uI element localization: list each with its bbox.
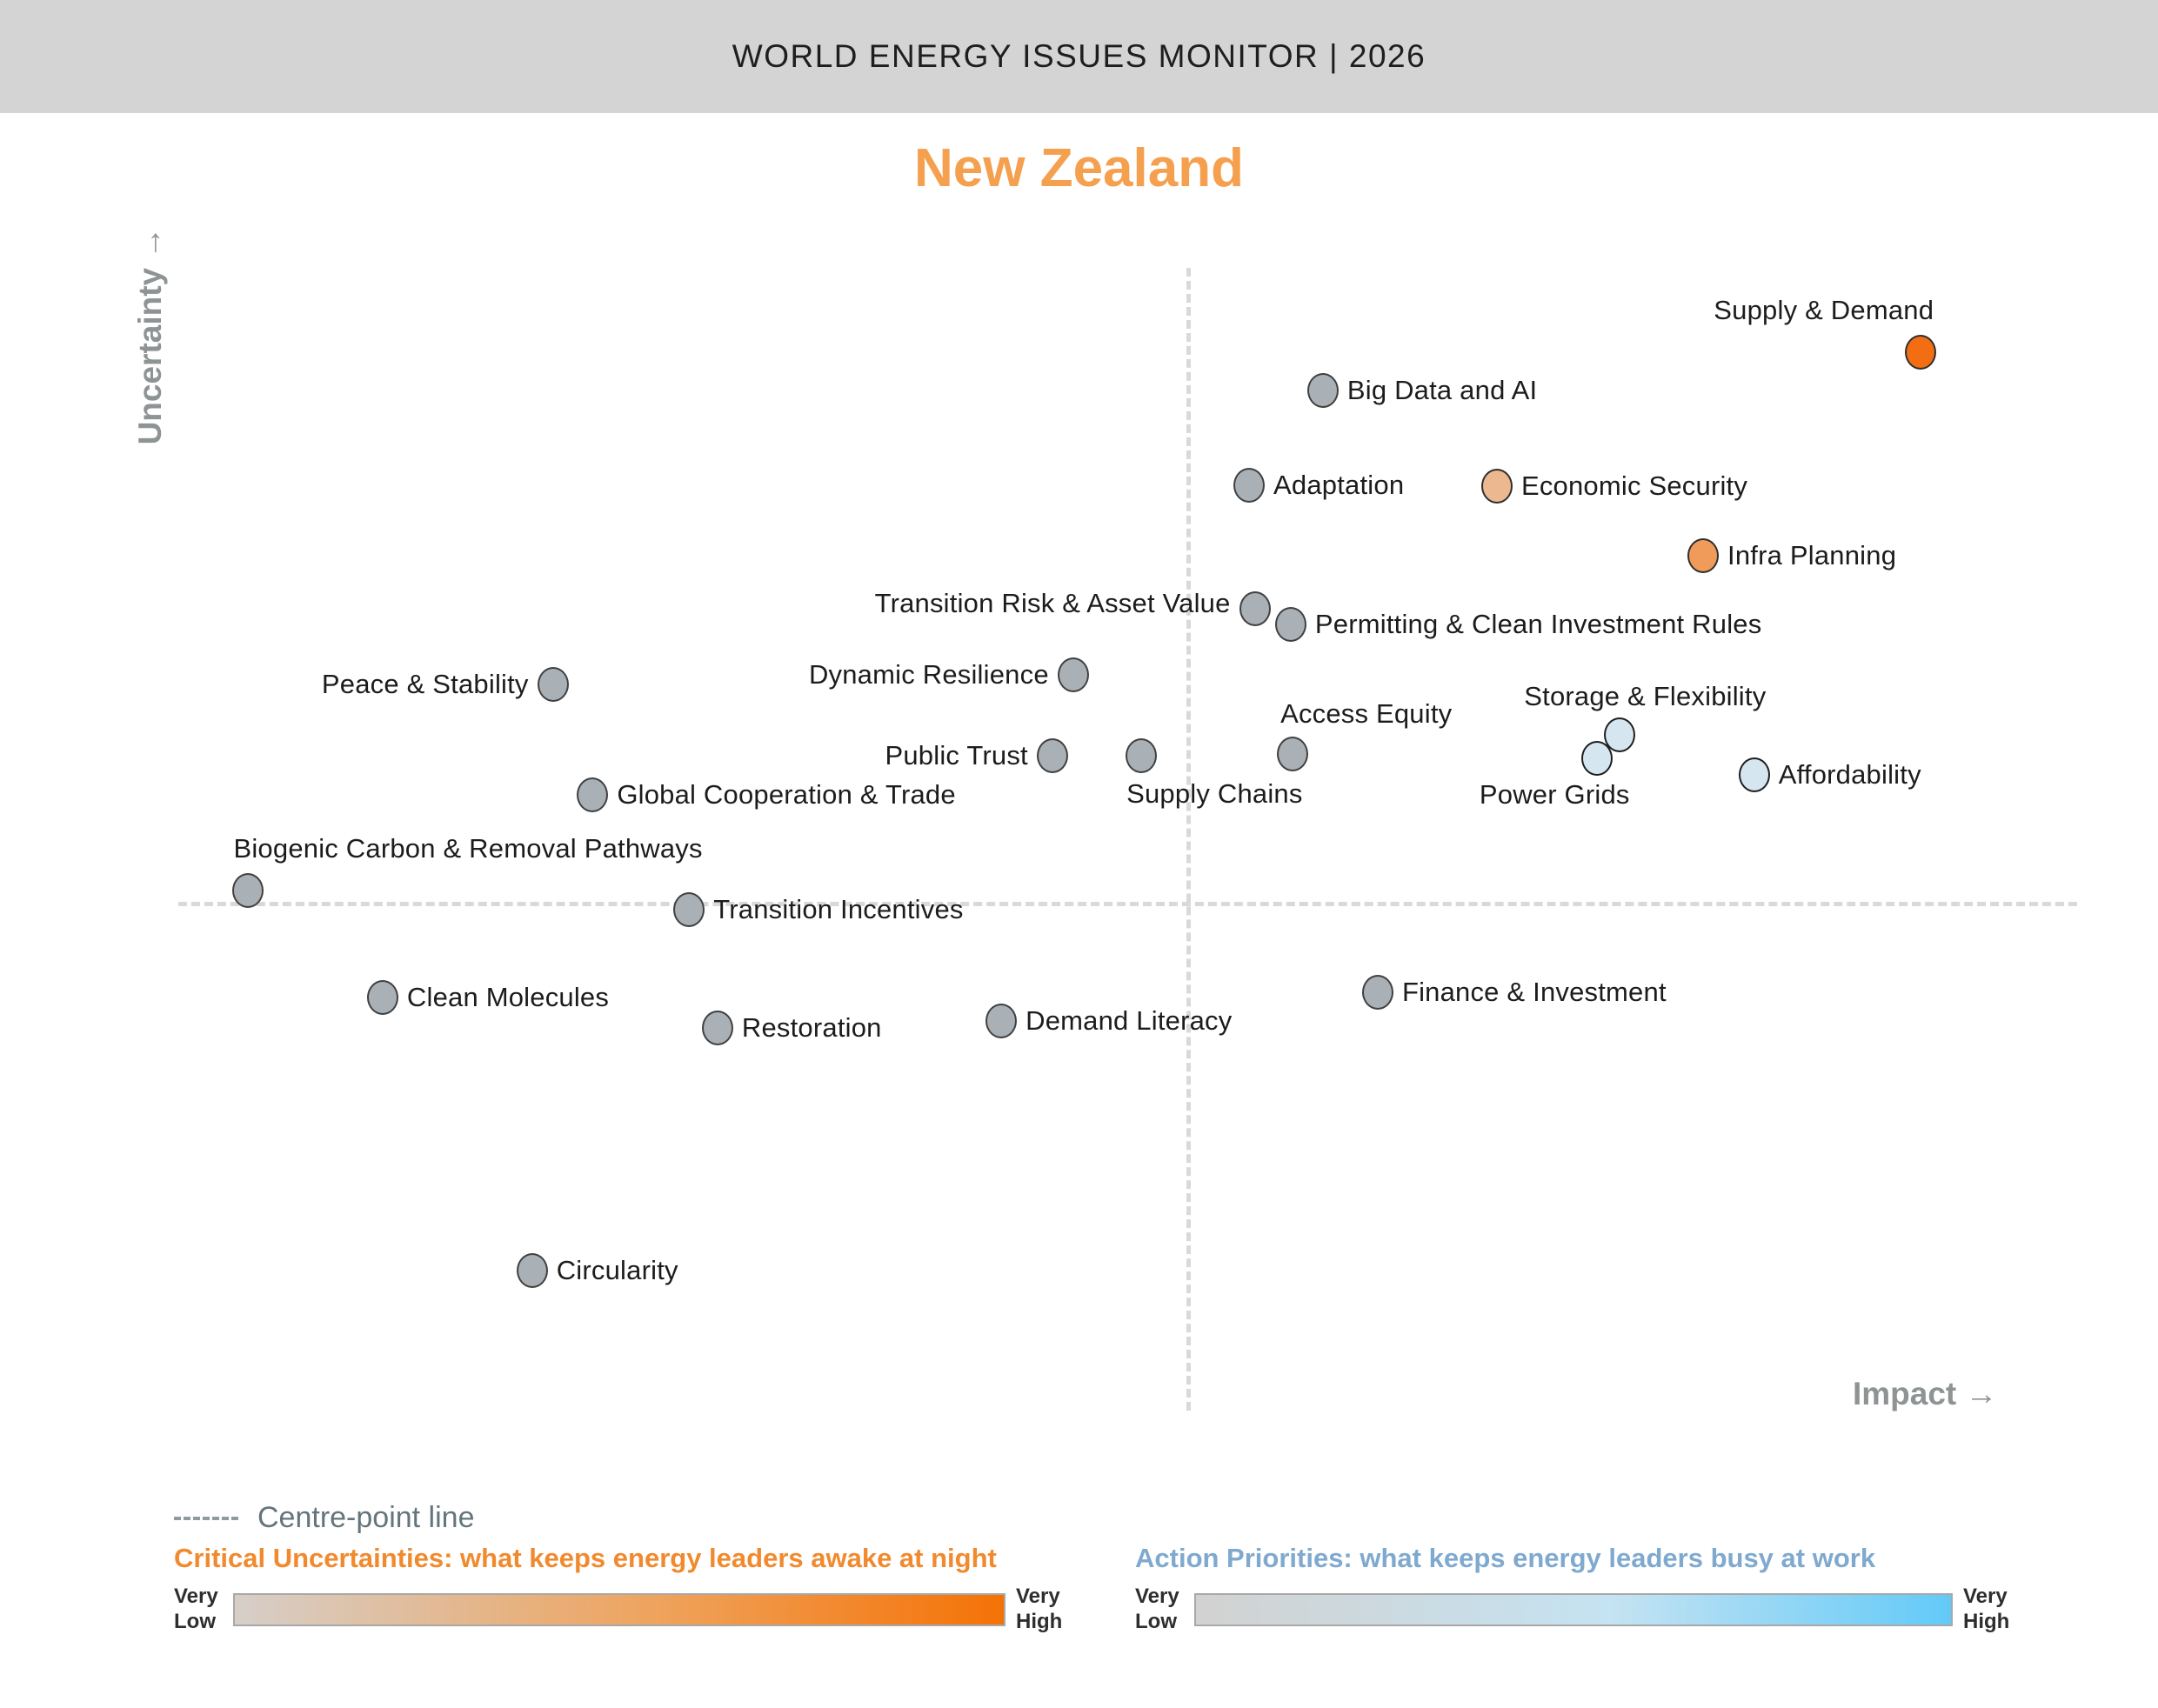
point-dot-economic-security [1480,469,1513,504]
point-label-supply-chains: Supply Chains [1126,778,1303,810]
dashed-line-sample [174,1516,238,1520]
critical-gradient-row: Very Low Very High [174,1585,1070,1635]
point-label-infra-planning: Infra Planning [1727,540,1897,571]
point-label-permitting-clean-investment-rules: Permitting & Clean Investment Rules [1314,608,1762,639]
page-title: New Zealand [914,138,1244,198]
action-gradient-bar [1194,1592,1953,1626]
point-dot-finance-investment [1361,974,1393,1010]
point-dot-supply-demand [1905,335,1937,370]
point-label-public-trust: Public Trust [885,740,1028,771]
critical-gradient-bar [233,1592,1006,1626]
point-dot-biogenic-carbon-removal-pathways [232,872,264,908]
point-dot-dynamic-resilience [1057,657,1089,693]
action-very-low-label: Very Low [1135,1585,1179,1633]
point-dot-affordability [1738,757,1770,792]
point-dot-adaptation [1233,468,1266,504]
point-dot-infra-planning [1687,538,1720,574]
point-label-big-data-and-ai: Big Data and AI [1346,374,1538,405]
point-dot-peace-stability [537,666,569,702]
point-label-access-equity: Access Equity [1280,697,1453,729]
critical-uncertainties-heading: Critical Uncertainties: what keeps energ… [174,1543,997,1573]
point-dot-power-grids [1581,740,1613,776]
point-label-transition-risk-asset-value: Transition Risk & Asset Value [874,588,1231,619]
critical-very-high-label: Very High [1016,1585,1063,1633]
point-dot-transition-risk-asset-value [1239,591,1271,627]
point-label-biogenic-carbon-removal-pathways: Biogenic Carbon & Removal Pathways [233,832,703,864]
header-bar: WORLD ENERGY ISSUES MONITOR | 2026 [0,0,2158,113]
action-gradient-row: Very Low Very High [1135,1585,2017,1635]
point-label-affordability: Affordability [1778,758,1921,790]
point-label-adaptation: Adaptation [1273,470,1405,501]
header-title: WORLD ENERGY ISSUES MONITOR | 2026 [732,38,1426,74]
legend-action-priorities: Action Priorities: what keeps energy lea… [1135,1494,2040,1651]
legend-critical-uncertainties: Centre-point line Critical Uncertainties… [174,1494,1079,1651]
action-priorities-heading: Action Priorities: what keeps energy lea… [1135,1543,1876,1573]
point-dot-demand-literacy [985,1003,1018,1038]
action-very-high-label: Very High [1963,1585,2010,1633]
centre-point-line-vertical [1186,268,1192,1411]
point-label-storage-flexibility: Storage & Flexibility [1524,681,1767,712]
x-axis-label: Impact → [1853,1376,1998,1411]
point-dot-big-data-and-ai [1306,372,1339,408]
point-dot-permitting-clean-investment-rules [1274,606,1306,642]
point-label-power-grids: Power Grids [1479,778,1630,810]
critical-very-low-label: Very Low [174,1585,218,1633]
point-dot-transition-incentives [673,892,705,928]
point-label-transition-incentives: Transition Incentives [713,894,964,925]
point-dot-clean-molecules [366,980,398,1016]
point-dot-supply-chains [1126,738,1158,774]
point-dot-restoration [701,1010,733,1045]
point-dot-access-equity [1277,736,1309,771]
point-label-finance-investment: Finance & Investment [1401,976,1667,1007]
point-label-restoration: Restoration [741,1011,882,1043]
point-dot-circularity [516,1253,548,1289]
point-label-circularity: Circularity [556,1255,678,1286]
centre-point-line-horizontal [178,901,2077,906]
point-label-supply-demand: Supply & Demand [1714,295,1934,326]
point-label-clean-molecules: Clean Molecules [406,982,610,1013]
point-label-demand-literacy: Demand Literacy [1026,1004,1233,1036]
point-dot-public-trust [1036,738,1068,774]
point-label-peace-stability: Peace & Stability [321,668,529,699]
point-label-economic-security: Economic Security [1520,470,1748,502]
point-dot-global-cooperation-trade [577,777,609,813]
point-label-global-cooperation-trade: Global Cooperation & Trade [617,779,956,811]
centre-point-legend: Centre-point line [174,1501,474,1535]
centre-point-label: Centre-point line [257,1501,475,1534]
point-label-dynamic-resilience: Dynamic Resilience [808,659,1049,691]
